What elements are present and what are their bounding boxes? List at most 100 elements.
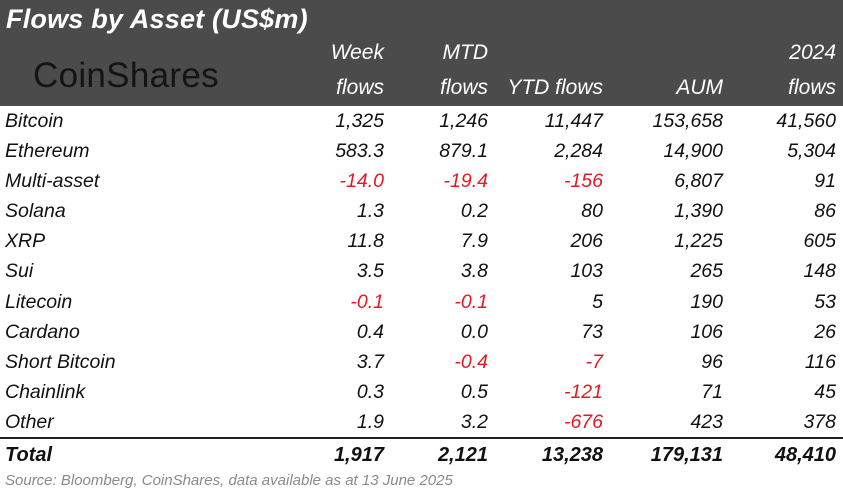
table-row: Ethereum 583.3 879.1 2,284 14,900 5,304	[0, 136, 843, 166]
cell-mtd-flows: 0.5	[460, 380, 488, 403]
table-row: Chainlink 0.3 0.5 -121 71 45	[0, 377, 843, 407]
total-2024-flows: 48,410	[774, 444, 836, 466]
cell-ytd-flows: -676	[563, 410, 603, 433]
cell-2024-flows: 86	[814, 200, 836, 223]
column-header-line1: MTD	[442, 41, 489, 64]
coinshares-logo: CoinShares	[33, 56, 219, 95]
cell-week-flows: 1.3	[356, 200, 384, 223]
column-header-line2: flows	[440, 76, 488, 99]
table-row: Solana 1.3 0.2 80 1,390 86	[0, 196, 843, 226]
cell-aum: 423	[690, 410, 723, 433]
cell-mtd-flows: 0.2	[460, 200, 488, 223]
asset-name: Solana	[5, 200, 66, 223]
cell-2024-flows: 378	[803, 410, 836, 433]
source-note: Source: Bloomberg, CoinShares, data avai…	[5, 472, 453, 489]
cell-2024-flows: 53	[814, 290, 836, 313]
table-title: Flows by Asset (US$m)	[6, 4, 308, 34]
cell-week-flows: 1.9	[356, 410, 384, 433]
cell-2024-flows: 148	[803, 260, 836, 283]
cell-aum: 96	[701, 350, 723, 373]
cell-ytd-flows: -156	[563, 170, 603, 193]
asset-name: Other	[5, 410, 54, 433]
asset-name: Short Bitcoin	[5, 350, 116, 373]
asset-name: Cardano	[5, 320, 80, 343]
total-divider	[0, 437, 843, 439]
cell-ytd-flows: 5	[592, 290, 603, 313]
asset-name: XRP	[5, 230, 46, 253]
total-aum: 179,131	[650, 444, 723, 466]
cell-mtd-flows: -0.1	[454, 290, 488, 313]
asset-name: Multi-asset	[5, 170, 100, 193]
cell-mtd-flows: 879.1	[439, 140, 488, 163]
column-header-line2: AUM	[676, 76, 723, 99]
cell-aum: 6,807	[674, 170, 723, 193]
cell-week-flows: 583.3	[335, 140, 384, 163]
cell-week-flows: 0.4	[356, 320, 384, 343]
column-header-week-flows: Week flows	[331, 35, 384, 105]
table-row: Litecoin -0.1 -0.1 5 190 53	[0, 287, 843, 317]
column-header-line1: 2024	[789, 41, 836, 64]
cell-aum: 1,225	[674, 230, 723, 253]
column-header-aum: AUM	[676, 70, 723, 105]
cell-aum: 265	[690, 260, 723, 283]
cell-mtd-flows: 7.9	[460, 230, 488, 253]
total-ytd-flows: 13,238	[541, 444, 603, 466]
cell-aum: 106	[690, 320, 723, 343]
cell-week-flows: 1,325	[335, 110, 384, 132]
cell-2024-flows: 45	[814, 380, 836, 403]
column-header-line2: flows	[788, 76, 836, 99]
cell-2024-flows: 26	[814, 320, 836, 343]
total-label: Total	[5, 444, 53, 466]
table-row: Other 1.9 3.2 -676 423 378	[0, 407, 843, 437]
total-week-flows: 1,917	[333, 444, 384, 466]
cell-week-flows: 3.5	[356, 260, 384, 283]
cell-2024-flows: 41,560	[776, 110, 836, 132]
cell-ytd-flows: 2,284	[554, 140, 603, 163]
cell-week-flows: 11.8	[347, 230, 384, 253]
cell-week-flows: 0.3	[356, 380, 384, 403]
cell-mtd-flows: -19.4	[443, 170, 488, 193]
column-header-line1: Week	[330, 41, 384, 64]
cell-ytd-flows: -121	[563, 380, 603, 403]
cell-week-flows: -0.1	[350, 290, 384, 313]
table-row: Bitcoin 1,325 1,246 11,447 153,658 41,560	[0, 106, 843, 136]
cell-ytd-flows: -7	[585, 350, 603, 373]
total-row: Total 1,917 2,121 13,238 179,131 48,410	[0, 440, 843, 470]
cell-2024-flows: 605	[803, 230, 836, 253]
cell-week-flows: -14.0	[339, 170, 384, 193]
cell-mtd-flows: 0.0	[460, 320, 488, 343]
column-header-line2: YTD flows	[507, 76, 603, 99]
cell-ytd-flows: 206	[570, 230, 603, 253]
column-header-mtd-flows: MTD flows	[440, 35, 488, 105]
column-header-line2: flows	[336, 76, 384, 99]
cell-aum: 190	[690, 290, 723, 313]
table-row: Cardano 0.4 0.0 73 106 26	[0, 317, 843, 347]
cell-ytd-flows: 11,447	[544, 110, 603, 132]
cell-week-flows: 3.7	[356, 350, 384, 373]
cell-ytd-flows: 80	[581, 200, 603, 223]
cell-2024-flows: 5,304	[787, 140, 836, 163]
column-header-2024-flows: 2024 flows	[788, 35, 836, 105]
table-body: Bitcoin 1,325 1,246 11,447 153,658 41,560 Ethe…	[0, 106, 843, 437]
asset-name: Chainlink	[5, 380, 86, 403]
cell-2024-flows: 91	[814, 170, 836, 193]
cell-aum: 1,390	[674, 200, 723, 223]
total-mtd-flows: 2,121	[437, 444, 488, 466]
cell-2024-flows: 116	[804, 350, 836, 373]
table-row: Sui 3.5 3.8 103 265 148	[0, 256, 843, 286]
table-row: Multi-asset -14.0 -19.4 -156 6,807 91	[0, 166, 843, 196]
column-header-ytd-flows: YTD flows	[507, 70, 603, 105]
cell-mtd-flows: -0.4	[454, 350, 488, 373]
cell-mtd-flows: 3.2	[460, 410, 488, 433]
cell-aum: 153,658	[652, 110, 724, 132]
cell-aum: 71	[701, 380, 723, 403]
asset-name: Bitcoin	[5, 110, 64, 132]
table-header: Flows by Asset (US$m) CoinShares Week fl…	[0, 0, 843, 106]
cell-ytd-flows: 73	[581, 320, 603, 343]
table-row: XRP 11.8 7.9 206 1,225 605	[0, 226, 843, 256]
cell-ytd-flows: 103	[570, 260, 603, 283]
asset-name: Sui	[5, 260, 34, 283]
cell-aum: 14,900	[663, 140, 723, 163]
table-row: Short Bitcoin 3.7 -0.4 -7 96 116	[0, 347, 843, 377]
cell-mtd-flows: 3.8	[460, 260, 488, 283]
